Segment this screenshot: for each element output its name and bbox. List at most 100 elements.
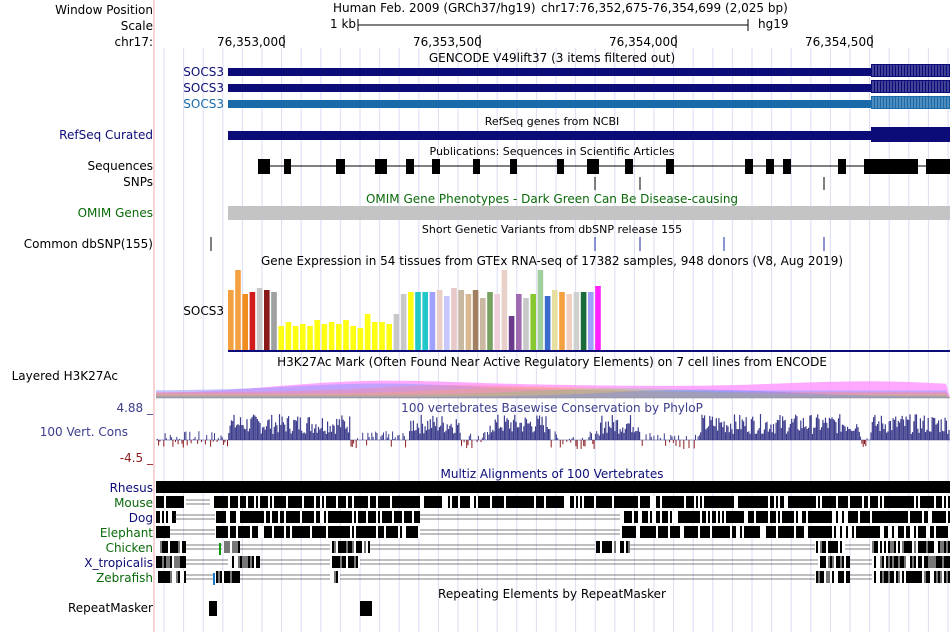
alignment-block bbox=[882, 526, 884, 538]
alignment-block bbox=[248, 496, 250, 508]
alignment-block bbox=[280, 481, 282, 493]
scale-value: 1 kb bbox=[330, 17, 357, 31]
alignment-block bbox=[908, 556, 910, 568]
gtex-tissue-bar bbox=[436, 290, 443, 350]
alignment-block bbox=[720, 496, 722, 508]
alignment-block bbox=[758, 481, 760, 493]
alignment-block bbox=[396, 496, 398, 508]
dbsnp-title[interactable]: Short Genetic Variants from dbSNP releas… bbox=[421, 223, 683, 236]
alignment-block bbox=[934, 541, 936, 553]
alignment-block bbox=[724, 526, 726, 538]
omim-title[interactable]: OMIM Gene Phenotypes - Dark Green Can Be… bbox=[365, 192, 739, 206]
alignment-block bbox=[386, 511, 388, 523]
h3k27ac-title[interactable]: H3K27Ac Mark (Often Found Near Active Re… bbox=[277, 355, 827, 369]
alignment-block bbox=[362, 496, 364, 508]
dbsnp-track-label[interactable]: Common dbSNP(155) bbox=[23, 237, 153, 251]
alignment-block bbox=[632, 526, 634, 538]
alignment-block bbox=[358, 541, 360, 553]
alignment-block bbox=[362, 511, 364, 523]
alignment-block bbox=[202, 481, 204, 493]
gtex-gene-label[interactable]: SOCS3 bbox=[183, 304, 224, 318]
species-label[interactable]: Mouse bbox=[114, 496, 153, 510]
alignment-block bbox=[888, 526, 890, 538]
alignment-block bbox=[440, 481, 442, 493]
alignment-block bbox=[436, 481, 438, 493]
publications-title[interactable]: Publications: Sequences in Scientific Ar… bbox=[429, 145, 675, 158]
species-label[interactable]: Rhesus bbox=[109, 481, 153, 495]
alignment-block bbox=[648, 496, 650, 508]
gencode-item-label[interactable]: SOCS3 bbox=[183, 65, 224, 79]
alignment-block bbox=[348, 556, 350, 568]
alignment-block bbox=[924, 481, 926, 493]
alignment-block bbox=[576, 496, 578, 508]
alignment-block bbox=[718, 511, 720, 523]
alignment-block bbox=[252, 556, 254, 568]
alignment-block bbox=[844, 481, 846, 493]
alignment-block bbox=[620, 496, 622, 508]
alignment-block bbox=[402, 481, 404, 493]
gtex-tissue-bar bbox=[400, 294, 407, 350]
alignment-block bbox=[220, 526, 222, 538]
alignment-block bbox=[246, 511, 248, 523]
omim-track-label[interactable]: OMIM Genes bbox=[77, 206, 153, 220]
alignment-block bbox=[932, 496, 934, 508]
alignment-block bbox=[916, 511, 918, 523]
species-label[interactable]: Dog bbox=[128, 511, 153, 525]
alignment-block bbox=[170, 571, 172, 583]
refseq-cds bbox=[871, 127, 950, 142]
alignment-block bbox=[898, 556, 900, 568]
gtex-title[interactable]: Gene Expression in 54 tissues from GTEx … bbox=[260, 254, 844, 268]
alignment-block bbox=[332, 481, 334, 493]
alignment-block bbox=[342, 481, 344, 493]
refseq-track-label[interactable]: RefSeq Curated bbox=[59, 128, 153, 142]
snps-track-label[interactable]: SNPs bbox=[123, 175, 153, 189]
alignment-block bbox=[764, 511, 766, 523]
alignment-block bbox=[226, 571, 228, 583]
refseq-title[interactable]: RefSeq genes from NCBI bbox=[484, 115, 620, 128]
repeatmasker-title[interactable]: Repeating Elements by RepeatMasker bbox=[438, 587, 666, 601]
alignment-block bbox=[824, 571, 826, 583]
repeatmasker-track-label[interactable]: RepeatMasker bbox=[67, 601, 153, 615]
alignment-block bbox=[892, 571, 894, 583]
species-label[interactable]: Chicken bbox=[105, 541, 153, 555]
gencode-item-label[interactable]: SOCS3 bbox=[183, 81, 224, 95]
alignment-block bbox=[910, 541, 912, 553]
species-label[interactable]: Elephant bbox=[99, 526, 153, 540]
alignment-block bbox=[792, 526, 794, 538]
alignment-block bbox=[834, 526, 836, 538]
alignment-block bbox=[782, 481, 784, 493]
alignment-block bbox=[686, 526, 688, 538]
alignment-block bbox=[410, 526, 412, 538]
alignment-block bbox=[720, 526, 722, 538]
alignment-block bbox=[722, 496, 724, 508]
alignment-block bbox=[274, 526, 276, 538]
gencode-item-label[interactable]: SOCS3 bbox=[183, 97, 224, 111]
conservation-title[interactable]: 100 vertebrates Basewise Conservation by… bbox=[401, 401, 703, 415]
species-label[interactable]: X_tropicalis bbox=[84, 556, 153, 570]
alignment-block bbox=[454, 481, 456, 493]
alignment-block bbox=[906, 496, 908, 508]
alignment-block bbox=[166, 571, 168, 583]
species-label[interactable]: Zebrafish bbox=[96, 571, 153, 585]
alignment-block bbox=[928, 481, 930, 493]
alignment-block bbox=[226, 526, 228, 538]
alignment-block bbox=[340, 526, 342, 538]
alignment-block bbox=[546, 481, 548, 493]
publications-track-label[interactable]: Sequences bbox=[87, 159, 153, 173]
alignment-block bbox=[448, 481, 450, 493]
alignment-block bbox=[368, 481, 370, 493]
h3k27ac-track-label[interactable]: Layered H3K27Ac bbox=[11, 369, 118, 383]
alignment-block bbox=[346, 526, 348, 538]
alignment-block bbox=[876, 541, 878, 553]
multiz-title[interactable]: Multiz Alignments of 100 Vertebrates bbox=[440, 467, 664, 481]
alignment-block bbox=[880, 526, 882, 538]
alignment-block bbox=[808, 481, 810, 493]
alignment-block bbox=[662, 526, 664, 538]
alignment-block bbox=[892, 526, 894, 538]
alignment-block bbox=[710, 511, 712, 523]
alignment-block bbox=[918, 496, 920, 508]
alignment-block bbox=[894, 571, 896, 583]
conservation-track-label[interactable]: 100 Vert. Cons bbox=[39, 425, 128, 439]
gencode-title[interactable]: GENCODE V49lift37 (3 items filtered out) bbox=[428, 51, 676, 65]
